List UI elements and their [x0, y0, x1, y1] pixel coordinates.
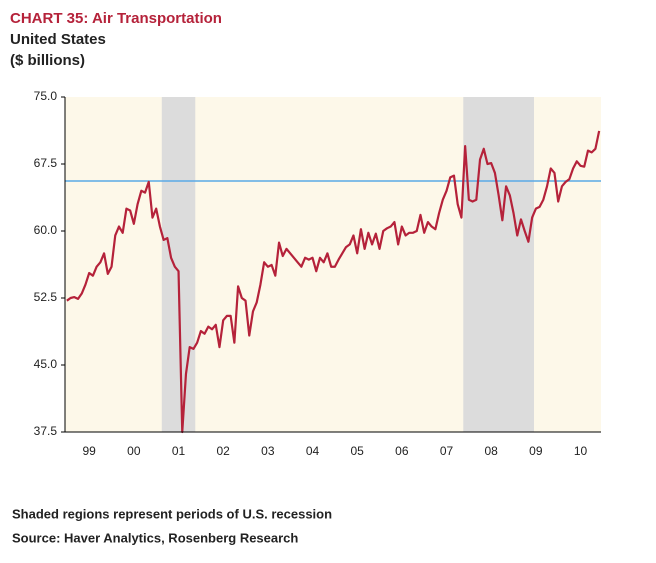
x-tick-label: 99: [83, 444, 97, 458]
y-tick-label: 52.5: [34, 290, 58, 304]
data-line: [66, 130, 601, 434]
recession-band: [463, 97, 534, 432]
x-tick-label: 04: [306, 444, 320, 458]
x-tick-label: 06: [395, 444, 409, 458]
x-tick-label: 05: [351, 444, 365, 458]
x-tick-label: 10: [574, 444, 588, 458]
chart-title: CHART 35: Air Transportation: [10, 10, 222, 27]
recession-band: [161, 97, 196, 432]
chart-subtitle: United States: [10, 31, 106, 48]
x-tick-label: 00: [127, 444, 141, 458]
source: Source: Haver Analytics, Rosenberg Resea…: [12, 530, 298, 545]
x-tick-label: 01: [172, 444, 186, 458]
y-tick-label: 45.0: [34, 357, 58, 371]
x-tick-label: 09: [529, 444, 543, 458]
x-tick-label: 08: [485, 444, 499, 458]
unit-label: ($ billions): [10, 52, 85, 69]
x-tick-label: 03: [261, 444, 275, 458]
note: Shaded regions represent periods of U.S.…: [12, 506, 332, 521]
y-tick-label: 37.5: [34, 424, 58, 438]
y-tick-label: 75.0: [34, 89, 58, 103]
x-tick-label: 02: [217, 444, 231, 458]
y-tick-label: 60.0: [34, 223, 58, 237]
x-tick-label: 07: [440, 444, 454, 458]
y-tick-label: 67.5: [34, 156, 58, 170]
